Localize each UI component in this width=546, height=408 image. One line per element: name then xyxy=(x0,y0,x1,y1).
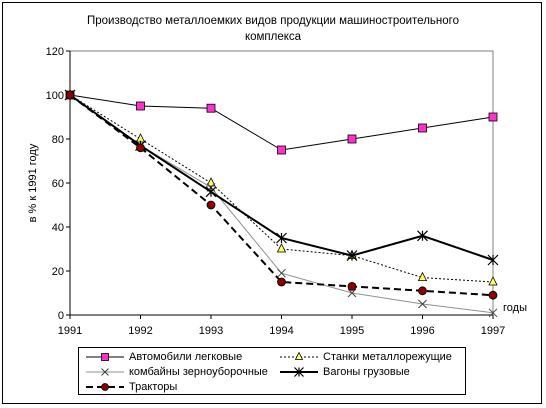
data-point xyxy=(347,288,357,298)
legend-swatch xyxy=(86,352,124,361)
series-4 xyxy=(64,89,499,266)
series-line xyxy=(69,94,494,297)
data-point xyxy=(277,145,286,155)
y-tick-label: 40 xyxy=(52,222,64,234)
y-tick-label: 100 xyxy=(46,90,64,102)
data-point xyxy=(417,271,428,282)
data-point xyxy=(488,276,498,286)
data-point xyxy=(136,101,145,111)
series-layer xyxy=(64,89,499,318)
legend-swatch xyxy=(280,366,318,377)
data-point xyxy=(418,286,427,296)
chart-frame xyxy=(2,2,542,404)
legend-label: Вагоны грузовые xyxy=(323,365,410,378)
data-point xyxy=(277,268,286,278)
legend-label: комбайны зерноуборочные xyxy=(129,365,268,378)
y-tick-label: 60 xyxy=(52,178,64,190)
chart-title-line-2: комплекса xyxy=(245,31,302,43)
data-point xyxy=(276,243,287,253)
x-tick-label: 1997 xyxy=(481,325,505,337)
x-tick-label: 1996 xyxy=(410,325,434,337)
data-point xyxy=(206,103,216,113)
data-point xyxy=(418,123,427,133)
series-5 xyxy=(65,90,498,300)
x-tick-label: 1994 xyxy=(269,325,293,337)
legend-label: Станки металлорежущие xyxy=(323,350,452,363)
legend-swatch xyxy=(280,351,318,360)
legend-swatch-marker xyxy=(101,382,109,391)
legend-swatch-marker xyxy=(294,366,304,377)
x-tick-label: 1992 xyxy=(128,325,152,337)
data-point xyxy=(206,177,216,187)
y-axis-label: в % к 1991 году xyxy=(27,143,39,222)
legend-swatch xyxy=(86,382,124,391)
data-point xyxy=(206,200,216,210)
y-tick-label: 80 xyxy=(52,134,64,146)
data-point xyxy=(276,232,287,244)
legend-item: Тракторы xyxy=(85,379,177,394)
legend-swatch-marker xyxy=(101,367,109,376)
series-line xyxy=(69,94,494,283)
data-point xyxy=(136,143,145,153)
series-1 xyxy=(65,90,498,155)
x-tick-label: 1991 xyxy=(58,325,82,337)
data-point xyxy=(65,90,75,100)
legend: Автомобили легковые Станки металлорежущие… xyxy=(78,347,466,395)
legend-swatch xyxy=(86,367,124,376)
legend-swatch-marker xyxy=(101,352,109,361)
y-axis: 0 20 40 60 80 100 120 xyxy=(46,46,71,322)
y-tick-label: 0 xyxy=(58,310,64,322)
x-axis: 1991 1992 1993 1994 1995 1996 1997 xyxy=(58,314,505,337)
x-tick-label: 1993 xyxy=(199,325,223,337)
chart-title-line-1: Производство металлоемких видов продукци… xyxy=(87,15,459,27)
legend-item: Вагоны грузовые xyxy=(279,364,410,379)
legend-label: Тракторы xyxy=(129,380,178,393)
data-point xyxy=(488,308,498,318)
data-point xyxy=(277,277,286,287)
data-point xyxy=(417,230,428,242)
legend-label: Автомобили легковые xyxy=(129,350,243,363)
legend-item: Станки металлорежущие xyxy=(279,349,452,364)
y-tick-label: 120 xyxy=(46,46,64,58)
legend-item: комбайны зерноуборочные xyxy=(85,364,268,379)
data-point xyxy=(347,134,357,144)
data-point xyxy=(346,250,358,262)
x-axis-label: годы xyxy=(503,302,527,314)
legend-item: Автомобили легковые xyxy=(85,349,242,364)
data-point xyxy=(488,290,498,300)
y-tick-label: 20 xyxy=(52,266,64,278)
data-point xyxy=(488,112,498,122)
data-point xyxy=(418,299,427,309)
data-point xyxy=(205,186,217,198)
series-2 xyxy=(65,89,498,286)
legend-swatch-marker xyxy=(294,351,304,360)
data-point xyxy=(487,254,499,266)
data-point xyxy=(347,281,357,291)
plot-area xyxy=(69,50,494,316)
x-tick-label: 1995 xyxy=(340,325,364,337)
